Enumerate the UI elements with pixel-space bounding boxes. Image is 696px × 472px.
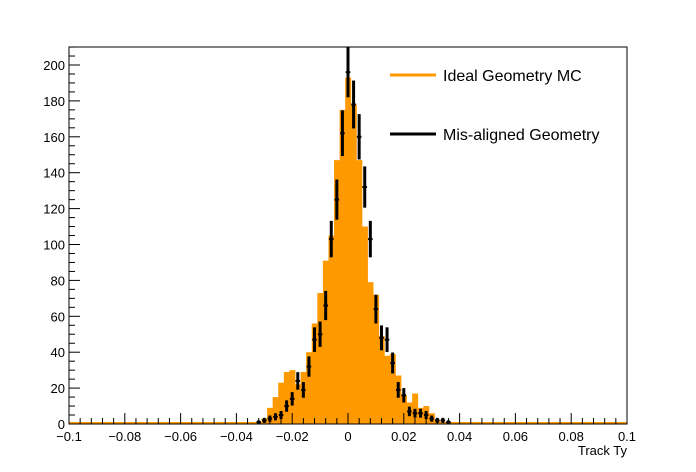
hist-bar-23 bbox=[384, 355, 391, 424]
data-point-29 bbox=[418, 408, 423, 418]
data-point-1 bbox=[262, 417, 267, 423]
hist-bar-13 bbox=[328, 235, 335, 424]
y-tick-label: 20 bbox=[51, 381, 65, 396]
legend-label-misaligned: Mis-aligned Geometry bbox=[443, 127, 600, 144]
x-axis-title: Track Ty bbox=[578, 443, 628, 458]
data-point-19 bbox=[362, 166, 368, 208]
y-tick-label: 140 bbox=[43, 166, 65, 181]
data-point-27 bbox=[407, 406, 412, 417]
data-point-22 bbox=[379, 325, 384, 351]
hist-bar-12 bbox=[322, 260, 329, 424]
hist-bar-28 bbox=[412, 393, 419, 424]
data-point-24 bbox=[390, 352, 395, 374]
x-tick-label: 0 bbox=[344, 429, 351, 444]
hist-bar-16 bbox=[345, 77, 352, 424]
hist-bar-25 bbox=[395, 375, 402, 424]
x-tick-label: −0.02 bbox=[276, 429, 309, 444]
hist-bar-3 bbox=[272, 397, 279, 424]
hist-bar-8 bbox=[300, 371, 307, 424]
data-point-4 bbox=[278, 411, 284, 420]
legend: Ideal Geometry MC Mis-aligned Geometry bbox=[390, 68, 600, 144]
y-tick-labels: 0 20 40 60 80 100 120 140 160 180 200 bbox=[43, 58, 65, 432]
data-point-9 bbox=[306, 356, 312, 377]
data-point-11 bbox=[317, 321, 323, 347]
x-tick-label: 0.1 bbox=[618, 429, 636, 444]
hist-bar-4 bbox=[278, 382, 285, 424]
data-point-15 bbox=[340, 110, 345, 157]
hist-bar-18 bbox=[356, 160, 363, 424]
hist-bar-14 bbox=[334, 160, 341, 424]
hist-bar-10 bbox=[311, 323, 318, 424]
hist-bar-19 bbox=[361, 226, 368, 424]
y-tick-label: 160 bbox=[43, 130, 65, 145]
y-tick-label: 0 bbox=[58, 417, 65, 432]
y-tick-label: 100 bbox=[43, 238, 65, 253]
y-tick-label: 40 bbox=[51, 345, 65, 360]
hist-bar-24 bbox=[389, 354, 396, 424]
legend-label-ideal: Ideal Geometry MC bbox=[443, 68, 582, 85]
hist-bar-21 bbox=[373, 294, 380, 424]
data-point-10 bbox=[312, 327, 317, 352]
x-tick-label: 0.08 bbox=[559, 429, 584, 444]
data-point-14 bbox=[334, 179, 340, 220]
data-point-17 bbox=[351, 80, 356, 129]
data-point-28 bbox=[412, 408, 418, 418]
data-point-23 bbox=[384, 327, 390, 352]
hist-bar-22 bbox=[378, 336, 385, 424]
data-point-26 bbox=[401, 388, 407, 403]
data-point-31 bbox=[429, 415, 434, 422]
hist-bar-5 bbox=[283, 371, 290, 424]
x-tick-label: −0.08 bbox=[108, 429, 141, 444]
hist-bar-15 bbox=[339, 109, 346, 425]
data-point-13 bbox=[328, 220, 334, 258]
data-point-33 bbox=[440, 417, 446, 423]
hist-bar-11 bbox=[317, 292, 324, 424]
x-tick-label: 0.06 bbox=[503, 429, 528, 444]
data-point-8 bbox=[301, 382, 306, 398]
hist-bar-7 bbox=[294, 384, 301, 424]
x-tick-label: 0.02 bbox=[391, 429, 416, 444]
data-point-7 bbox=[295, 372, 301, 390]
y-tick-label: 60 bbox=[51, 309, 65, 324]
misaligned-points bbox=[256, 47, 451, 424]
x-tick-label: −0.1 bbox=[56, 429, 82, 444]
y-tick-label: 80 bbox=[51, 273, 65, 288]
hist-bar-17 bbox=[350, 104, 357, 425]
data-point-20 bbox=[368, 220, 373, 258]
y-tick-label: 180 bbox=[43, 94, 65, 109]
x-tick-label: −0.04 bbox=[220, 429, 253, 444]
hist-bar-26 bbox=[401, 395, 407, 424]
data-point-25 bbox=[395, 382, 401, 398]
data-point-12 bbox=[323, 290, 328, 321]
data-point-21 bbox=[373, 294, 379, 324]
x-tick-labels: −0.1 −0.08 −0.06 −0.04 −0.02 0 0.02 0.04 0.06 0.0… bbox=[56, 429, 636, 444]
hist-bar-20 bbox=[367, 282, 374, 424]
data-point-18 bbox=[356, 114, 362, 160]
data-point-16 bbox=[345, 47, 351, 98]
hist-bar-9 bbox=[306, 352, 313, 424]
y-tick-label: 200 bbox=[43, 58, 65, 73]
data-point-3 bbox=[273, 413, 278, 421]
axis-ticks bbox=[68, 46, 628, 425]
y-tick-label: 120 bbox=[43, 202, 65, 217]
data-point-30 bbox=[423, 411, 429, 420]
x-tick-label: −0.06 bbox=[164, 429, 197, 444]
x-tick-label: 0.04 bbox=[447, 429, 472, 444]
data-point-5 bbox=[284, 400, 289, 412]
data-point-6 bbox=[289, 392, 295, 406]
